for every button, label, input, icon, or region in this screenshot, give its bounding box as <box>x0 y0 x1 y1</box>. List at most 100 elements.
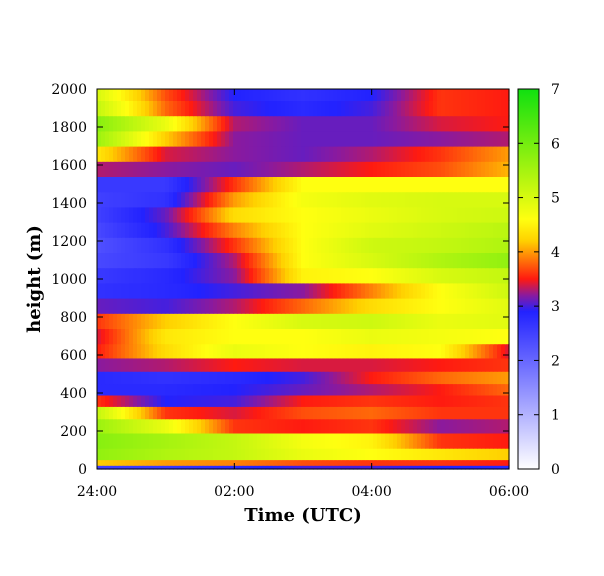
heatmap-cell <box>305 406 310 420</box>
heatmap-cell <box>449 432 454 449</box>
heatmap-cell <box>453 406 458 420</box>
heatmap-cell <box>493 432 498 449</box>
heatmap-cell <box>289 146 294 162</box>
heatmap-cell <box>261 206 266 223</box>
heatmap-cell <box>225 357 230 372</box>
heatmap-cell <box>173 146 178 162</box>
heatmap-cell <box>177 161 182 177</box>
heatmap-cell <box>245 100 250 117</box>
heatmap-cell <box>101 237 106 253</box>
heatmap-cell <box>237 161 242 177</box>
heatmap-cell <box>121 237 126 253</box>
heatmap-cell <box>397 394 402 407</box>
heatmap-cell <box>381 146 386 162</box>
heatmap-cell <box>313 394 318 407</box>
heatmap-cell <box>117 394 122 407</box>
heatmap-cell <box>261 298 266 314</box>
heatmap-cell <box>465 130 470 147</box>
heatmap-cell <box>413 459 418 466</box>
heatmap-cell <box>233 371 238 385</box>
heatmap-cell <box>209 176 214 193</box>
heatmap-cell <box>113 267 118 284</box>
heatmap-cell <box>249 100 254 117</box>
heatmap-cell <box>361 459 366 466</box>
heatmap-cell <box>321 89 326 101</box>
heatmap-cell <box>129 465 134 470</box>
heatmap-cell <box>361 115 366 132</box>
heatmap-cell <box>145 161 150 177</box>
heatmap-cell <box>185 406 190 420</box>
heatmap-cell <box>345 459 350 466</box>
heatmap-cell <box>481 161 486 177</box>
heatmap-cell <box>205 161 210 177</box>
x-axis-title: Time (UTC) <box>244 505 361 526</box>
heatmap-cell <box>189 383 194 396</box>
heatmap-cell <box>241 130 246 147</box>
heatmap-cell <box>461 267 466 284</box>
heatmap-cell <box>185 418 190 434</box>
heatmap-cell <box>473 328 478 345</box>
heatmap-cell <box>281 222 286 238</box>
heatmap-cell <box>125 343 130 359</box>
heatmap-cell <box>361 418 366 434</box>
heatmap-cell <box>201 146 206 162</box>
heatmap-cell <box>113 100 118 117</box>
heatmap-cell <box>329 465 334 470</box>
heatmap-cell <box>177 89 182 101</box>
heatmap-cell <box>489 115 494 132</box>
heatmap-cell <box>309 432 314 449</box>
heatmap-cell <box>401 371 406 385</box>
heatmap-cell <box>313 100 318 117</box>
heatmap-cell <box>329 206 334 223</box>
heatmap-cell <box>385 418 390 434</box>
heatmap-cell <box>321 252 326 269</box>
heatmap-cell <box>397 406 402 420</box>
heatmap-cell <box>373 146 378 162</box>
heatmap-cell <box>109 161 114 177</box>
heatmap-cell <box>329 282 334 299</box>
heatmap-cell <box>305 357 310 372</box>
heatmap-cell <box>441 448 446 461</box>
heatmap-cell <box>193 383 198 396</box>
heatmap-cell <box>133 130 138 147</box>
heatmap-cell <box>341 343 346 359</box>
heatmap-cell <box>213 267 218 284</box>
heatmap-cell <box>381 115 386 132</box>
heatmap-cell <box>473 89 478 101</box>
heatmap-cell <box>361 252 366 269</box>
heatmap-cell <box>329 100 334 117</box>
heatmap-cell <box>281 130 286 147</box>
heatmap-cell <box>449 146 454 162</box>
heatmap-cell <box>493 237 498 253</box>
heatmap-cell <box>401 282 406 299</box>
heatmap-cell <box>361 328 366 345</box>
heatmap-cell <box>241 89 246 101</box>
heatmap-cell <box>97 206 102 223</box>
heatmap-cell <box>317 206 322 223</box>
heatmap-cell <box>161 418 166 434</box>
heatmap-cell <box>189 222 194 238</box>
heatmap-cell <box>425 343 430 359</box>
heatmap-cell <box>381 343 386 359</box>
heatmap-cell <box>469 328 474 345</box>
heatmap-cell <box>441 252 446 269</box>
heatmap-cell <box>505 465 510 470</box>
heatmap-cell <box>481 191 486 208</box>
heatmap-cell <box>373 89 378 101</box>
heatmap-cell <box>297 146 302 162</box>
heatmap-cell <box>257 313 262 329</box>
heatmap-cell <box>281 406 286 420</box>
heatmap-cell <box>485 394 490 407</box>
heatmap-cell <box>481 176 486 193</box>
heatmap-cell <box>185 371 190 385</box>
heatmap-cell <box>473 252 478 269</box>
heatmap-cell <box>145 237 150 253</box>
heatmap-cell <box>493 100 498 117</box>
heatmap-cell <box>445 176 450 193</box>
heatmap-cell <box>313 282 318 299</box>
heatmap-cell <box>481 371 486 385</box>
heatmap-cell <box>253 357 258 372</box>
heatmap-cell <box>469 282 474 299</box>
heatmap-cell <box>397 448 402 461</box>
heatmap-cell <box>149 383 154 396</box>
